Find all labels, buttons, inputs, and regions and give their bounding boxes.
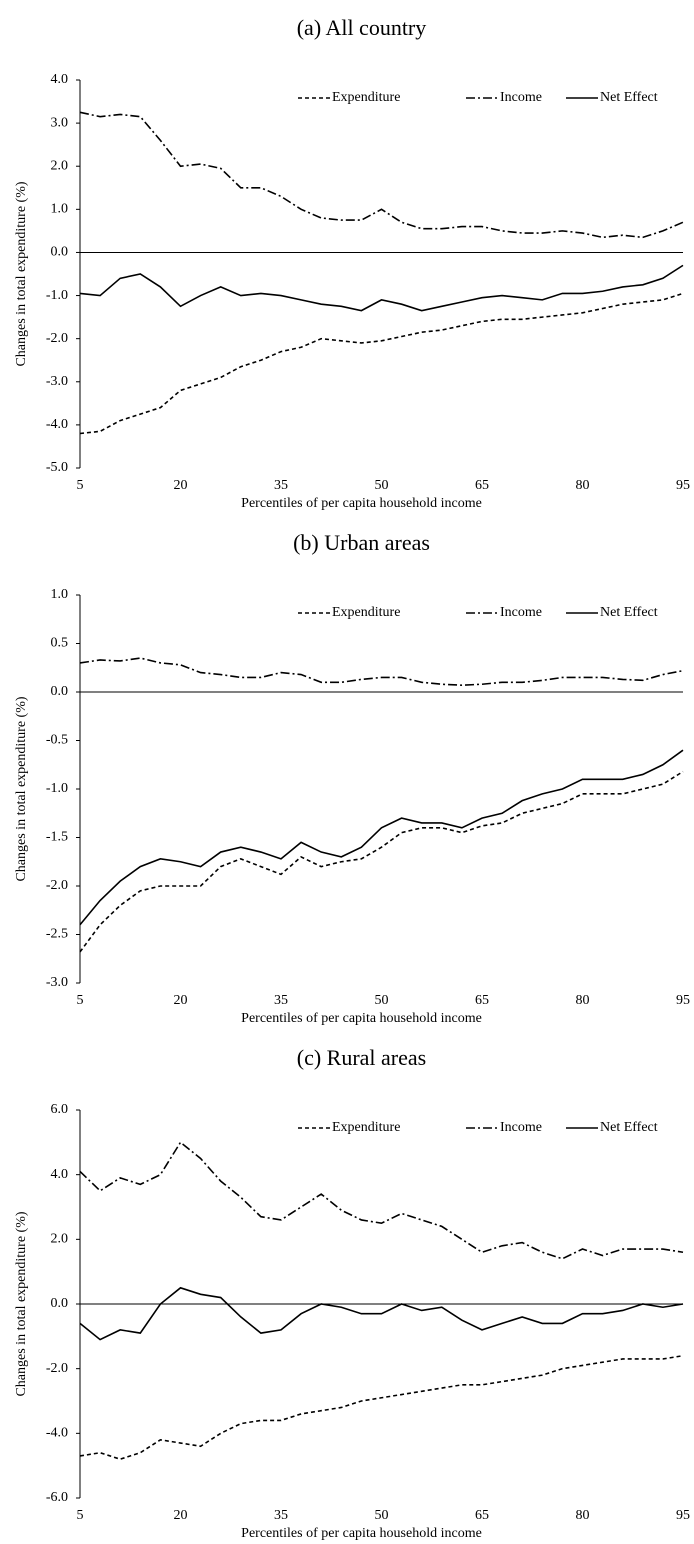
chart-title: (c) Rural areas (297, 1045, 426, 1070)
x-tick-label: 65 (475, 478, 489, 493)
legend-label: Net Effect (600, 90, 658, 105)
x-tick-label: 20 (174, 478, 188, 493)
y-tick-label: 1.0 (51, 587, 69, 602)
x-tick-label: 80 (576, 478, 590, 493)
y-tick-label: -2.5 (46, 927, 68, 942)
data-line (79, 264, 684, 312)
data-line (79, 111, 684, 239)
y-tick-label: -1.0 (46, 288, 68, 303)
data-line (79, 1286, 684, 1341)
data-line (79, 770, 684, 953)
y-tick-label: -2.0 (46, 331, 68, 346)
y-tick-label: -3.0 (46, 374, 68, 389)
y-tick-label: 0.0 (51, 245, 69, 260)
y-tick-label: 2.0 (51, 158, 69, 173)
data-line (79, 657, 684, 687)
x-tick-label: 5 (77, 993, 84, 1008)
legend-label: Income (500, 1120, 542, 1135)
y-tick-label: -1.0 (46, 781, 68, 796)
x-tick-label: 80 (576, 993, 590, 1008)
x-tick-label: 20 (174, 1508, 188, 1523)
y-tick-label: 4.0 (51, 72, 69, 87)
chart-title: (a) All country (297, 15, 427, 40)
y-tick-label: 0.0 (51, 684, 69, 699)
data-line (79, 292, 684, 435)
legend-label: Income (500, 605, 542, 620)
y-tick-label: 6.0 (51, 1102, 69, 1117)
x-tick-label: 95 (676, 478, 690, 493)
x-tick-label: 65 (475, 1508, 489, 1523)
x-tick-label: 20 (174, 993, 188, 1008)
x-axis-label: Percentiles of per capita household inco… (241, 1011, 482, 1026)
y-tick-label: -3.0 (46, 975, 68, 990)
y-tick-label: -0.5 (46, 733, 68, 748)
legend-label: Income (500, 90, 542, 105)
x-axis-label: Percentiles of per capita household inco… (241, 496, 482, 511)
x-tick-label: 35 (274, 1508, 288, 1523)
y-tick-label: -2.0 (46, 878, 68, 893)
y-tick-label: 0.5 (51, 636, 69, 651)
y-tick-label: -4.0 (46, 417, 68, 432)
y-tick-label: -6.0 (46, 1490, 68, 1505)
y-axis-label: Changes in total expenditure (%) (14, 696, 29, 881)
y-axis-label: Changes in total expenditure (%) (14, 181, 29, 366)
x-tick-label: 65 (475, 993, 489, 1008)
x-tick-label: 80 (576, 1508, 590, 1523)
y-tick-label: 0.0 (51, 1296, 69, 1311)
data-line (79, 1141, 684, 1260)
y-tick-label: 3.0 (51, 115, 69, 130)
legend-label: Net Effect (600, 605, 658, 620)
legend-label: Expenditure (332, 1120, 400, 1135)
y-tick-label: -2.0 (46, 1361, 68, 1376)
y-tick-label: 1.0 (51, 202, 69, 217)
y-tick-label: -5.0 (46, 460, 68, 475)
x-tick-label: 50 (375, 993, 389, 1008)
x-tick-label: 95 (676, 993, 690, 1008)
x-tick-label: 35 (274, 478, 288, 493)
x-tick-label: 5 (77, 478, 84, 493)
data-line (79, 1354, 684, 1461)
legend-label: Expenditure (332, 90, 400, 105)
legend-label: Net Effect (600, 1120, 658, 1135)
x-tick-label: 95 (676, 1508, 690, 1523)
x-tick-label: 35 (274, 993, 288, 1008)
y-axis-label: Changes in total expenditure (%) (14, 1211, 29, 1396)
chart-title: (b) Urban areas (293, 530, 430, 555)
x-axis-label: Percentiles of per capita household inco… (241, 1526, 482, 1541)
legend-label: Expenditure (332, 605, 400, 620)
x-tick-label: 50 (375, 1508, 389, 1523)
data-line (79, 749, 684, 926)
x-tick-label: 50 (375, 478, 389, 493)
y-tick-label: -1.5 (46, 830, 68, 845)
y-tick-label: -4.0 (46, 1426, 68, 1441)
y-tick-label: 2.0 (51, 1232, 69, 1247)
y-tick-label: 4.0 (51, 1167, 69, 1182)
x-tick-label: 5 (77, 1508, 84, 1523)
